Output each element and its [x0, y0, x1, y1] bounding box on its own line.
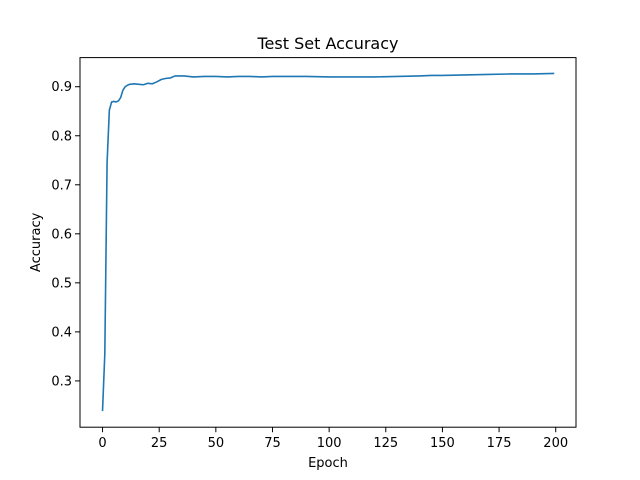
x-tick-label: 200 — [543, 436, 568, 451]
x-axis-label: Epoch — [308, 456, 348, 471]
x-tick-label: 0 — [98, 436, 106, 451]
axis-ticks: 0 25 50 75 100 125 150 175 200 0.3 0.4 0.5 0.6 0.7 0.8… — [51, 80, 568, 451]
y-tick-label: 0.4 — [51, 325, 72, 340]
x-tick-label: 100 — [317, 436, 342, 451]
accuracy-series-line — [101, 72, 555, 412]
x-tick-label: 50 — [208, 436, 225, 451]
plot-frame — [79, 57, 577, 428]
y-tick-label: 0.3 — [51, 374, 72, 389]
y-axis-label: Accuracy — [29, 212, 44, 272]
x-tick-label: 125 — [373, 436, 398, 451]
x-tick-label: 75 — [264, 436, 281, 451]
y-tick-label: 0.6 — [51, 227, 72, 242]
chart-title: Test Set Accuracy — [257, 34, 399, 53]
y-tick-label: 0.7 — [51, 178, 72, 193]
x-tick-label: 150 — [430, 436, 455, 451]
y-tick-label: 0.5 — [51, 276, 72, 291]
x-tick-label: 25 — [151, 436, 168, 451]
plot-area — [101, 72, 555, 412]
x-tick-label: 175 — [487, 436, 512, 451]
y-tick-label: 0.9 — [51, 80, 72, 95]
y-tick-label: 0.8 — [51, 129, 72, 144]
